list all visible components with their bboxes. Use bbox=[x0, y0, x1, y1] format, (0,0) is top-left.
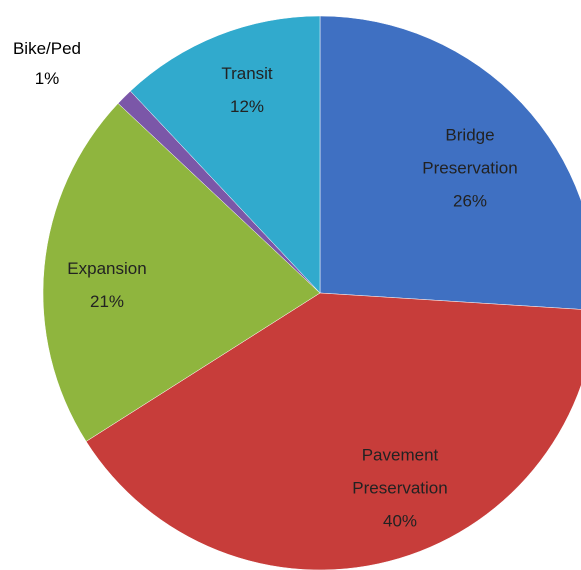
value-label: 21% bbox=[89, 292, 125, 311]
slice-label: Bike/Ped 1% bbox=[0, 34, 112, 94]
value-label: 1% bbox=[34, 69, 60, 88]
slice-label: Transit 12% bbox=[182, 57, 312, 123]
value-label: 12% bbox=[229, 97, 265, 116]
pie-slice bbox=[130, 15, 321, 294]
category-label: Expansion bbox=[67, 259, 147, 278]
pie-slice bbox=[319, 15, 581, 310]
value-label: 26% bbox=[452, 191, 488, 211]
category-label: Bridge Preservation bbox=[422, 125, 518, 178]
slice-label: Expansion 21% bbox=[42, 252, 172, 318]
slice-label: Bridge Preservation 26% bbox=[405, 119, 535, 218]
value-label: 40% bbox=[382, 511, 418, 531]
pie-slice bbox=[85, 292, 581, 570]
category-label: Bike/Ped bbox=[12, 39, 82, 58]
category-label: Pavement Preservation bbox=[352, 445, 448, 498]
pie-slice bbox=[42, 103, 321, 442]
slice-label: Pavement Preservation 40% bbox=[335, 439, 465, 538]
category-label: Transit bbox=[221, 64, 273, 83]
